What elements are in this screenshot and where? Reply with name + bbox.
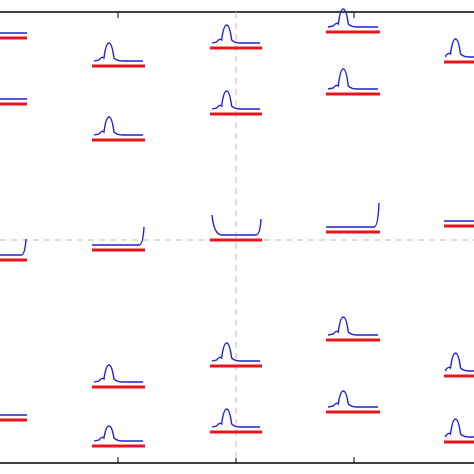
- glyph-curve: [0, 238, 27, 256]
- glyph-curve: [93, 42, 143, 62]
- glyph-curve: [327, 8, 378, 28]
- glyph-curve: [444, 352, 474, 372]
- glyph-curve: [211, 90, 260, 110]
- glyph-curve: [211, 342, 260, 362]
- glyph-curve: [444, 38, 474, 58]
- glyph-curve: [326, 202, 380, 228]
- glyph-curve: [211, 214, 262, 236]
- glyph-curve: [93, 364, 143, 383]
- glyph-curve: [211, 24, 260, 44]
- glyph-curve: [93, 116, 143, 136]
- glyph-curve: [444, 418, 474, 438]
- glyph-curve: [327, 68, 378, 90]
- glyph-curve: [211, 408, 260, 428]
- glyphs: [0, 8, 474, 448]
- glyph-curve: [327, 316, 378, 336]
- glyph-curve: [327, 390, 378, 408]
- plot-frame: [0, 11, 474, 464]
- glyph-curve: [93, 425, 143, 442]
- glyph-curve: [92, 226, 145, 246]
